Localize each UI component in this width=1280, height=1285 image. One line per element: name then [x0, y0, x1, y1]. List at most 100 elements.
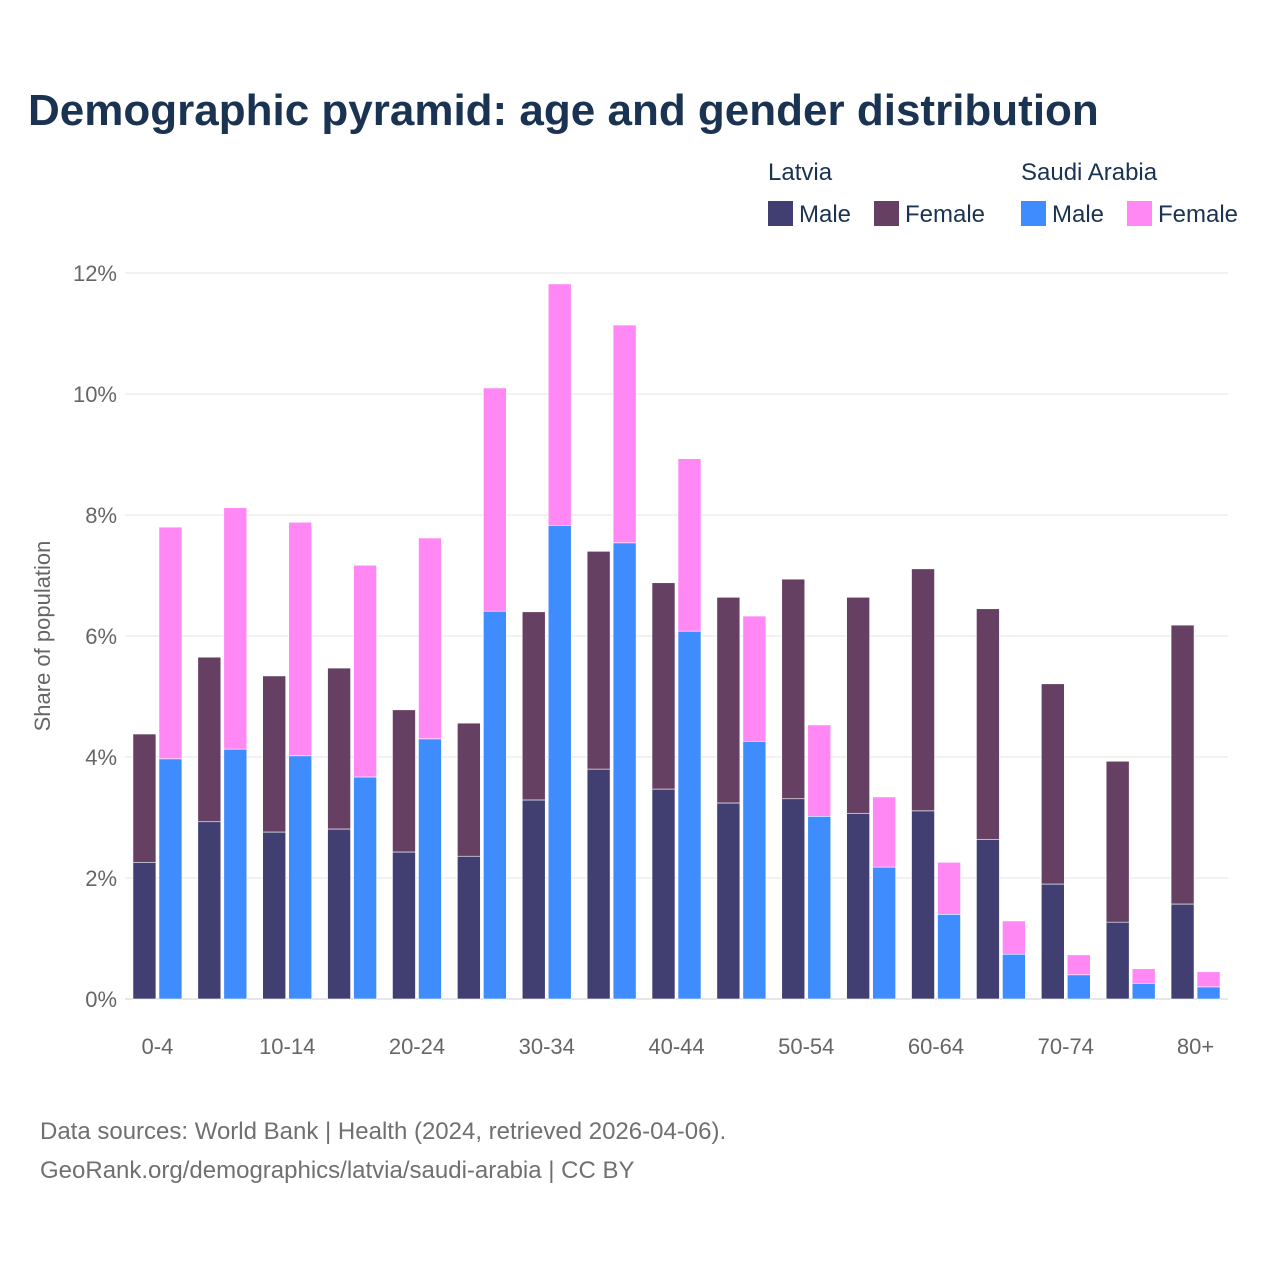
bar-saudi-arabia-male[interactable]: Saudi Arabia Male 25-29: 6.41%	[483, 610, 507, 1000]
legend-swatch	[1021, 201, 1046, 226]
bar-saudi-arabia-female[interactable]: Saudi Arabia Female 25-29: 3.69%	[483, 387, 507, 612]
y-tick-label: 0%	[85, 987, 117, 1012]
legend-swatch	[768, 201, 793, 226]
bar-latvia-female[interactable]: Latvia Female 80+: 4.61%	[1170, 624, 1195, 905]
x-axis: 0-4 10-14 20-24 30-34 40-44 50-54 60-64 70-74 80…	[142, 1034, 1215, 1059]
bar-saudi-arabia-female[interactable]: Saudi Arabia Female 35-39: 3.6%	[612, 324, 637, 544]
bar-latvia-male[interactable]: Latvia Male 35-39: 3.8%	[586, 768, 611, 1000]
bar-latvia-male[interactable]: Latvia Male 20-24: 2.43%	[392, 851, 416, 1000]
bar-saudi-arabia-female[interactable]: Saudi Arabia Female 40-44: 2.85%	[677, 458, 702, 632]
bar-latvia-female[interactable]: Latvia Female 60-64: 4%	[911, 568, 935, 812]
bar-latvia-male[interactable]: Latvia Male 30-34: 3.29%	[521, 799, 546, 1000]
x-tick-label: 60-64	[908, 1034, 964, 1059]
bar-latvia-female[interactable]: Latvia Female 15-19: 2.66%	[327, 667, 351, 830]
bar-saudi-arabia-female[interactable]: Saudi Arabia Female 60-64: 0.86%	[937, 861, 961, 915]
bar-latvia-female[interactable]: Latvia Female 10-14: 2.58%	[262, 675, 287, 833]
bar-saudi-arabia-female[interactable]: Saudi Arabia Female 5-9: 3.99%	[223, 507, 248, 750]
legend-group-title: Saudi Arabia	[1021, 159, 1158, 186]
bar-saudi-arabia-female[interactable]: Saudi Arabia Female 45-49: 2.07%	[742, 615, 767, 742]
chart-title: Demographic pyramid: age and gender dist…	[28, 86, 1099, 135]
bar-latvia-male[interactable]: Latvia Male 25-29: 2.36%	[457, 855, 481, 1000]
bar-latvia-male[interactable]: Latvia Male 70-74: 1.9%	[1040, 883, 1065, 1000]
bar-saudi-arabia-male[interactable]: Saudi Arabia Male 80+: 0.2%	[1196, 986, 1221, 1000]
footer-source: Data sources: World Bank | Health (2024,…	[40, 1118, 726, 1145]
legend-swatch	[1127, 201, 1152, 226]
x-tick-label: 80+	[1177, 1034, 1214, 1059]
bar-saudi-arabia-male[interactable]: Saudi Arabia Male 45-49: 4.26%	[742, 740, 767, 1000]
bar-latvia-male[interactable]: Latvia Male 15-19: 2.81%	[327, 828, 351, 1000]
bar-latvia-male[interactable]: Latvia Male 65-69: 2.64%	[976, 838, 1000, 1000]
bar-latvia-female[interactable]: Latvia Female 65-69: 3.81%	[976, 608, 1000, 840]
bar-latvia-female[interactable]: Latvia Female 20-24: 2.35%	[392, 709, 416, 853]
bar-saudi-arabia-male[interactable]: Saudi Arabia Male 20-24: 4.3%	[418, 738, 442, 1000]
legend-swatch	[874, 201, 899, 226]
bar-saudi-arabia-male[interactable]: Saudi Arabia Male 50-54: 3.02%	[807, 815, 832, 1000]
bar-saudi-arabia-male[interactable]: Saudi Arabia Male 60-64: 1.4%	[937, 913, 961, 1000]
bar-latvia-male[interactable]: Latvia Male 45-49: 3.24%	[716, 802, 741, 1000]
bar-saudi-arabia-male[interactable]: Saudi Arabia Male 0-4: 3.97%	[158, 758, 183, 1000]
bar-saudi-arabia-female[interactable]: Saudi Arabia Female 10-14: 3.86%	[288, 521, 313, 757]
bar-latvia-female[interactable]: Latvia Female 30-34: 3.11%	[521, 611, 546, 801]
bar-latvia-male[interactable]: Latvia Male 0-4: 2.26%	[132, 861, 157, 1000]
bar-latvia-male[interactable]: Latvia Male 5-9: 2.93%	[197, 821, 222, 1000]
bar-latvia-female[interactable]: Latvia Female 45-49: 3.4%	[716, 596, 741, 804]
bar-saudi-arabia-male[interactable]: Saudi Arabia Male 70-74: 0.4%	[1066, 974, 1091, 1000]
x-tick-label: 50-54	[778, 1034, 834, 1059]
bar-latvia-female[interactable]: Latvia Female 25-29: 2.2%	[457, 722, 481, 857]
bar-saudi-arabia-male[interactable]: Saudi Arabia Male 65-69: 0.74%	[1002, 953, 1026, 1000]
bar-saudi-arabia-male[interactable]: Saudi Arabia Male 30-34: 7.83%	[547, 524, 572, 1000]
bar-latvia-male[interactable]: Latvia Male 80+: 1.57%	[1170, 903, 1195, 1000]
legend-label: Female	[1158, 201, 1238, 228]
bar-saudi-arabia-female[interactable]: Saudi Arabia Female 50-54: 1.51%	[807, 724, 832, 817]
x-tick-label: 70-74	[1038, 1034, 1094, 1059]
bar-latvia-male[interactable]: Latvia Male 60-64: 3.11%	[911, 810, 935, 1000]
bar-latvia-female[interactable]: Latvia Female 5-9: 2.72%	[197, 656, 222, 823]
bar-saudi-arabia-male[interactable]: Saudi Arabia Male 40-44: 6.08%	[677, 630, 702, 1000]
x-tick-label: 40-44	[648, 1034, 704, 1059]
bar-latvia-male[interactable]: Latvia Male 40-44: 3.47%	[651, 788, 676, 1000]
bar-saudi-arabia-female[interactable]: Saudi Arabia Female 75-79: 0.24%	[1131, 968, 1156, 984]
bar-saudi-arabia-male[interactable]: Saudi Arabia Male 15-19: 3.67%	[353, 776, 377, 1000]
bar-saudi-arabia-male[interactable]: Saudi Arabia Male 55-59: 2.18%	[872, 866, 896, 1000]
bar-saudi-arabia-female[interactable]: Saudi Arabia Female 20-24: 3.32%	[418, 537, 442, 740]
y-tick-label: 4%	[85, 745, 117, 770]
bar-latvia-female[interactable]: Latvia Female 40-44: 3.41%	[651, 582, 676, 790]
bar-latvia-female[interactable]: Latvia Female 70-74: 3.31%	[1040, 683, 1065, 885]
bar-saudi-arabia-female[interactable]: Saudi Arabia Female 55-59: 1.16%	[872, 796, 896, 868]
bar-latvia-male[interactable]: Latvia Male 75-79: 1.27%	[1105, 921, 1130, 1000]
bar-latvia-female[interactable]: Latvia Female 50-54: 3.63%	[781, 578, 806, 800]
legend-group-title: Latvia	[768, 159, 833, 186]
bar-latvia-female[interactable]: Latvia Female 75-79: 2.66%	[1105, 760, 1130, 923]
legend-label: Female	[905, 201, 985, 228]
bar-saudi-arabia-female[interactable]: Saudi Arabia Female 80+: 0.25%	[1196, 971, 1221, 988]
y-tick-label: 6%	[85, 624, 117, 649]
bar-latvia-male[interactable]: Latvia Male 50-54: 3.31%	[781, 798, 806, 1000]
y-axis-label: Share of population	[30, 541, 55, 732]
bar-latvia-female[interactable]: Latvia Female 0-4: 2.12%	[132, 733, 157, 863]
y-tick-label: 12%	[73, 261, 117, 286]
bar-latvia-female[interactable]: Latvia Female 55-59: 3.57%	[846, 596, 870, 814]
footer-url: GeoRank.org/demographics/latvia/saudi-ar…	[40, 1157, 635, 1184]
y-axis: 0% 2% 4% 6% 8% 10% 12%	[73, 261, 117, 1012]
y-tick-label: 8%	[85, 503, 117, 528]
bar-saudi-arabia-female[interactable]: Saudi Arabia Female 15-19: 3.5%	[353, 564, 377, 778]
x-tick-label: 30-34	[519, 1034, 575, 1059]
bar-saudi-arabia-male[interactable]: Saudi Arabia Male 10-14: 4.02%	[288, 755, 313, 1000]
bar-saudi-arabia-male[interactable]: Saudi Arabia Male 75-79: 0.26%	[1131, 982, 1156, 1000]
legend-label: Male	[799, 201, 851, 228]
legend-label: Male	[1052, 201, 1104, 228]
bar-saudi-arabia-female[interactable]: Saudi Arabia Female 30-34: 3.99%	[547, 283, 572, 526]
bar-saudi-arabia-male[interactable]: Saudi Arabia Male 35-39: 7.54%	[612, 542, 637, 1000]
x-tick-label: 10-14	[259, 1034, 315, 1059]
bar-latvia-male[interactable]: Latvia Male 55-59: 3.07%	[846, 812, 870, 1000]
bar-latvia-male[interactable]: Latvia Male 10-14: 2.76%	[262, 831, 287, 1000]
bar-saudi-arabia-female[interactable]: Saudi Arabia Female 0-4: 3.83%	[158, 526, 183, 760]
bar-saudi-arabia-male[interactable]: Saudi Arabia Male 5-9: 4.13%	[223, 748, 248, 1000]
y-tick-label: 10%	[73, 382, 117, 407]
bar-latvia-female[interactable]: Latvia Female 35-39: 3.6%	[586, 550, 611, 770]
bar-saudi-arabia-female[interactable]: Saudi Arabia Female 70-74: 0.33%	[1066, 954, 1091, 976]
bar-saudi-arabia-female[interactable]: Saudi Arabia Female 65-69: 0.55%	[1002, 920, 1026, 955]
y-tick-label: 2%	[85, 866, 117, 891]
